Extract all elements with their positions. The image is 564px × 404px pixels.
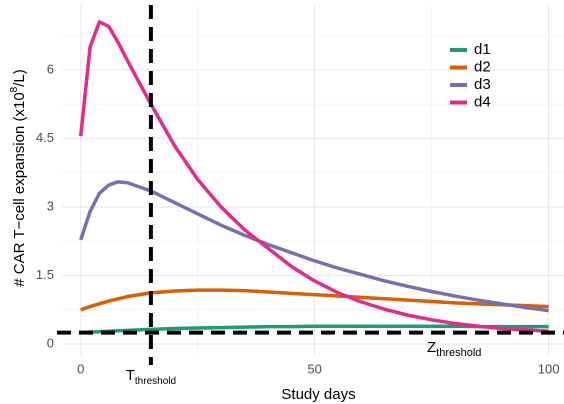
line [80,288,549,312]
threshold-y-label: Zthreshold [427,339,481,359]
y-axis-title-part: /L) [11,69,28,87]
legend-label: d2 [474,58,491,75]
line [80,324,549,335]
line [78,20,549,333]
x-tick-label: 0 [77,361,84,376]
x-tick-label: 50 [307,361,321,376]
y-axis-title: # CAR T−cell expansion (x108/L) [9,69,28,287]
label-sub: threshold [436,347,481,359]
line [79,180,549,313]
y-axis-title-part: # CAR T−cell expansion (x10 [11,92,28,286]
y-tick-label: 0 [47,335,54,350]
x-axis-title: Study days [281,386,355,403]
label-sub: threshold [135,376,176,387]
y-tick-label: 4.5 [36,130,54,145]
y-tick-label: 1.5 [36,267,54,282]
label-main: T [126,367,135,384]
y-tick-label: 3 [47,198,54,213]
label-main: Z [427,339,436,356]
x-tick-label: 100 [538,361,560,376]
legend-label: d4 [474,93,491,110]
y-axis-title-sup: 8 [9,86,20,92]
legend-label: d1 [474,41,491,58]
y-tick-label: 6 [47,61,54,76]
threshold-x-label: Tthreshold [126,367,176,387]
legend-label: d3 [474,76,491,93]
